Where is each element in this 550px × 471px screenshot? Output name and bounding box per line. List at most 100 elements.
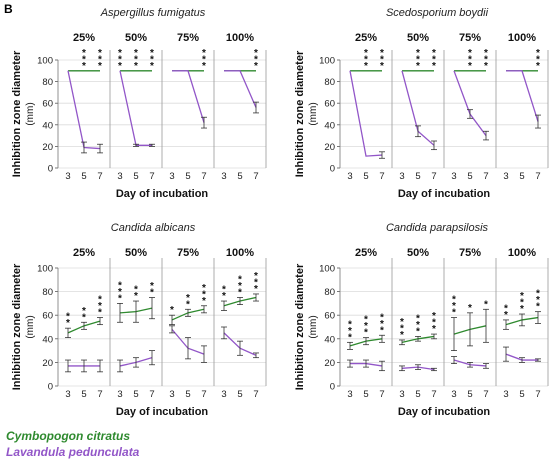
series-line-lavandula	[224, 70, 257, 108]
significance-star: *	[416, 54, 420, 65]
x-tick-label: 5	[467, 389, 472, 400]
x-tick-label: 3	[221, 389, 226, 400]
y-axis-unit: (mm)	[308, 102, 319, 125]
y-tick-label: 100	[319, 264, 335, 275]
significance-star: *	[150, 48, 154, 59]
y-axis-unit: (mm)	[308, 315, 319, 338]
y-tick-label: 40	[42, 334, 53, 345]
x-tick-label: 5	[415, 389, 420, 400]
x-tick-label: 3	[451, 171, 456, 182]
significance-star: *	[536, 289, 540, 300]
x-tick-label: 7	[97, 389, 102, 400]
concentration-label: 25%	[355, 32, 377, 44]
significance-star: *	[98, 295, 102, 306]
series-line-lavandula	[172, 70, 205, 123]
significance-star: *	[484, 48, 488, 59]
y-tick-label: 80	[324, 287, 335, 298]
significance-star: *	[380, 48, 384, 59]
significance-star: *	[222, 291, 226, 302]
significance-star: *	[238, 288, 242, 299]
significance-star: *	[202, 48, 206, 59]
y-tick-label: 0	[48, 164, 53, 175]
x-tick-label: 7	[379, 171, 384, 182]
significance-star: *	[400, 330, 404, 341]
significance-star: *	[520, 291, 524, 302]
series-line-lavandula	[506, 70, 539, 122]
x-tick-label: 7	[431, 171, 436, 182]
x-tick-label: 7	[483, 171, 488, 182]
y-axis-label: Inhibition zone diameter	[294, 50, 306, 177]
series-line-lavandula	[349, 70, 383, 157]
y-tick-label: 40	[324, 334, 335, 345]
y-tick-label: 20	[42, 358, 53, 369]
significance-star: *	[380, 312, 384, 323]
significance-star: *	[432, 61, 436, 72]
concentration-label: 25%	[73, 247, 95, 259]
significance-star: *	[82, 54, 86, 65]
chart-title: Scedosporium boydii	[386, 7, 489, 19]
concentration-label: 75%	[177, 247, 199, 259]
significance-star: *	[432, 54, 436, 65]
x-tick-label: 7	[149, 389, 154, 400]
x-tick-label: 7	[253, 389, 258, 400]
x-tick-label: 7	[379, 389, 384, 400]
concentration-label: 75%	[459, 32, 481, 44]
significance-star: *	[254, 277, 258, 288]
x-tick-label: 3	[503, 171, 508, 182]
significance-star: *	[118, 48, 122, 59]
chart-title: Aspergillus fumigatus	[100, 7, 206, 19]
significance-star: *	[202, 54, 206, 65]
y-tick-label: 0	[330, 164, 335, 175]
x-tick-label: 3	[451, 389, 456, 400]
x-tick-label: 3	[117, 389, 122, 400]
x-tick-label: 3	[65, 171, 70, 182]
x-tick-label: 7	[149, 171, 154, 182]
significance-star: *	[134, 285, 138, 296]
chart-title: Candida parapsilosis	[386, 222, 489, 234]
significance-star: *	[186, 293, 190, 304]
x-tick-label: 5	[185, 389, 190, 400]
panel-letter: B	[4, 2, 13, 16]
significance-star: *	[536, 61, 540, 72]
significance-star: *	[118, 280, 122, 291]
significance-star: *	[380, 325, 384, 336]
significance-star: *	[364, 315, 368, 326]
x-tick-label: 3	[169, 389, 174, 400]
concentration-label: 75%	[177, 32, 199, 44]
significance-star: *	[536, 295, 540, 306]
significance-star: *	[348, 319, 352, 330]
y-axis-label: Inhibition zone diameter	[11, 263, 23, 390]
significance-star: *	[452, 301, 456, 312]
x-tick-label: 3	[503, 389, 508, 400]
significance-star: *	[82, 61, 86, 72]
x-tick-label: 5	[133, 171, 138, 182]
x-axis-label: Day of incubation	[116, 406, 209, 418]
significance-star: *	[134, 54, 138, 65]
y-tick-label: 80	[324, 77, 335, 88]
x-tick-label: 5	[237, 171, 242, 182]
y-tick-label: 20	[324, 142, 335, 153]
x-tick-label: 7	[201, 389, 206, 400]
significance-star: *	[400, 317, 404, 328]
legend-lavandula: Lavandula pedunculata	[6, 445, 140, 459]
significance-star: *	[118, 61, 122, 72]
concentration-label: 50%	[125, 247, 147, 259]
y-axis-label: Inhibition zone diameter	[11, 50, 23, 177]
y-tick-label: 20	[324, 358, 335, 369]
significance-star: *	[484, 61, 488, 72]
y-tick-label: 60	[324, 311, 335, 322]
significance-star: *	[66, 312, 70, 323]
concentration-label: 100%	[508, 32, 536, 44]
significance-star: *	[238, 275, 242, 286]
significance-star: *	[416, 320, 420, 331]
concentration-label: 100%	[508, 247, 536, 259]
x-tick-label: 5	[237, 389, 242, 400]
x-tick-label: 5	[363, 171, 368, 182]
significance-star: *	[254, 48, 258, 59]
significance-star: *	[98, 308, 102, 319]
x-tick-label: 7	[535, 171, 540, 182]
x-tick-label: 7	[431, 389, 436, 400]
y-tick-label: 60	[324, 99, 335, 110]
significance-star: *	[118, 293, 122, 304]
y-axis-unit: (mm)	[25, 102, 36, 125]
